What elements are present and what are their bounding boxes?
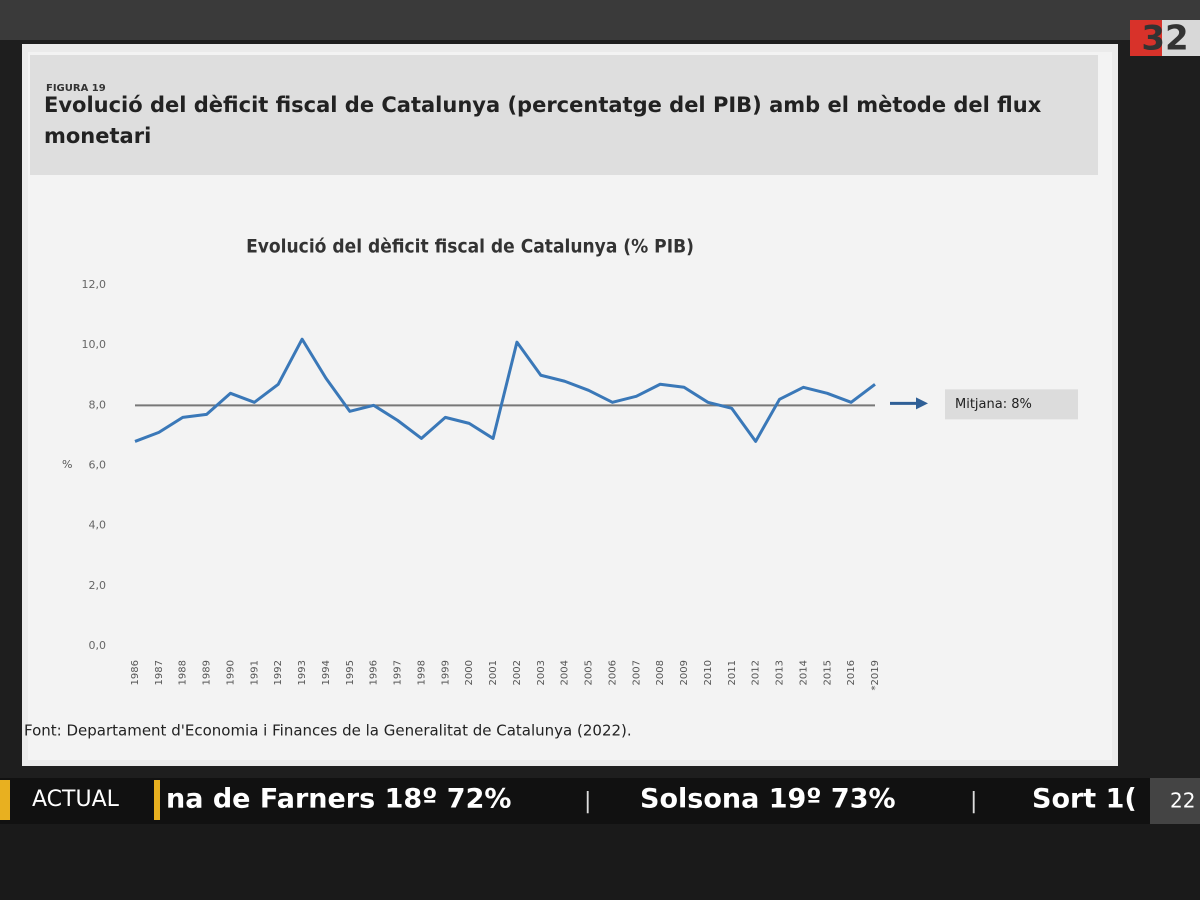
x-tick-label: *2019 — [870, 660, 881, 690]
x-tick-label: 1998 — [416, 660, 427, 685]
x-tick-label: 1996 — [369, 660, 380, 685]
ticker-bar — [0, 778, 1200, 824]
x-tick-label: 1989 — [202, 660, 213, 685]
x-tick-label: 2013 — [775, 660, 786, 685]
x-tick-label: 2014 — [798, 660, 809, 685]
bottom-bezel — [0, 824, 1200, 900]
x-tick-label: 2001 — [488, 660, 499, 685]
x-tick-label: 2011 — [727, 660, 738, 685]
x-tick-label: 2012 — [751, 660, 762, 685]
source: Font: Departament d'Economia i Finances … — [24, 722, 632, 740]
x-tick-label: 2000 — [464, 660, 475, 685]
mean-label: Mitjana: 8% — [955, 397, 1032, 412]
x-tick-label: 2005 — [584, 660, 595, 685]
x-tick-label: 1995 — [345, 660, 356, 685]
x-tick-label: 2002 — [512, 660, 523, 685]
ticker-accent — [154, 780, 160, 820]
ticker-item: Sort 1( — [1032, 784, 1137, 815]
x-tick-label: 1988 — [178, 660, 189, 685]
x-tick-label: 2015 — [822, 660, 833, 685]
x-tick-label: 1991 — [249, 660, 260, 685]
x-tick-label: 1987 — [154, 660, 165, 685]
x-tick-label: 1992 — [273, 660, 284, 685]
clock-box — [1150, 778, 1200, 824]
header-wrap: Evolució del dèficit fiscal de Catalunya… — [44, 93, 1042, 148]
x-tick-label: 1990 — [225, 660, 236, 685]
clock: 22 — [1170, 789, 1195, 813]
mean-label-box — [945, 389, 1078, 420]
x-tick-label: 1994 — [321, 660, 332, 685]
y-tick-label: 0,0 — [89, 639, 107, 652]
arrow-head — [916, 397, 928, 410]
x-tick-label: 2010 — [703, 660, 714, 685]
x-tick-label: 2009 — [679, 660, 690, 685]
logo-red — [1130, 20, 1162, 56]
y-tick-label: 12,0 — [82, 278, 107, 291]
x-tick-label: 2003 — [536, 660, 547, 685]
header-title: Evolució del dèficit fiscal de Catalunya… — [44, 93, 1042, 148]
chart-title: Evolució del dèficit fiscal de Catalunya… — [246, 236, 694, 258]
y-tick-label: 2,0 — [89, 579, 107, 592]
y-tick-label: 8,0 — [89, 398, 107, 411]
header-band — [30, 55, 1098, 175]
x-tick-label: 2016 — [846, 660, 857, 685]
ticker-accent — [0, 780, 10, 820]
ticker-item: Solsona 19º 73% — [640, 784, 896, 815]
ticker-separator: | — [584, 789, 591, 814]
y-tick-label: 6,0 — [89, 459, 107, 472]
x-tick-label: 1986 — [130, 660, 141, 685]
ticker-separator: | — [970, 789, 977, 814]
channel-logo: 32 — [1141, 19, 1188, 59]
ticker-label: ACTUAL — [32, 787, 120, 812]
y-tick-label: 10,0 — [82, 338, 107, 351]
y-tick-label: 4,0 — [89, 519, 107, 532]
x-tick-label: 2006 — [607, 660, 618, 685]
x-tick-label: 2008 — [655, 660, 666, 685]
y-axis-label: % — [62, 458, 72, 471]
x-tick-label: 2004 — [560, 660, 571, 685]
data-line — [134, 337, 876, 443]
ticker-item: na de Farners 18º 72% — [166, 784, 511, 815]
x-tick-label: 1993 — [297, 660, 308, 685]
x-tick-label: 1999 — [440, 660, 451, 685]
top-bezel — [0, 0, 1200, 40]
x-tick-label: 2007 — [631, 660, 642, 685]
x-tick-label: 1997 — [393, 660, 404, 685]
figure-label: FIGURA 19 — [46, 83, 106, 94]
